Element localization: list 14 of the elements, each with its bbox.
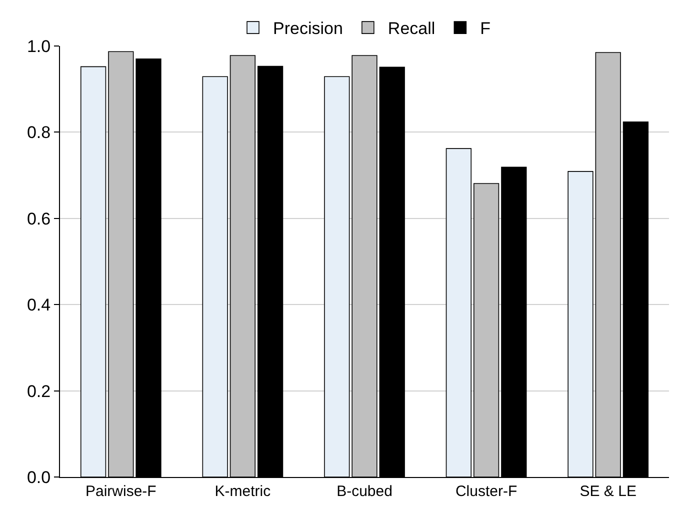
- legend-label: Precision: [273, 19, 343, 38]
- x-tick-label: SE & LE: [580, 483, 636, 500]
- y-tick-label: 0.8: [26, 123, 51, 142]
- legend-label: Recall: [388, 19, 436, 38]
- y-tick-label: 0.6: [26, 209, 51, 228]
- y-tick-label: 0.4: [26, 296, 51, 315]
- x-tick-label: Cluster-F: [455, 483, 518, 500]
- y-tick-label: 0.2: [26, 382, 51, 401]
- x-tick-label: Pairwise-F: [85, 483, 156, 500]
- legend-label: F: [480, 19, 491, 38]
- y-tick-label: 1.0: [26, 36, 51, 56]
- x-tick-label: K-metric: [214, 483, 272, 500]
- x-tick-label: B-cubed: [336, 483, 392, 500]
- y-tick-label: 0.0: [26, 468, 51, 487]
